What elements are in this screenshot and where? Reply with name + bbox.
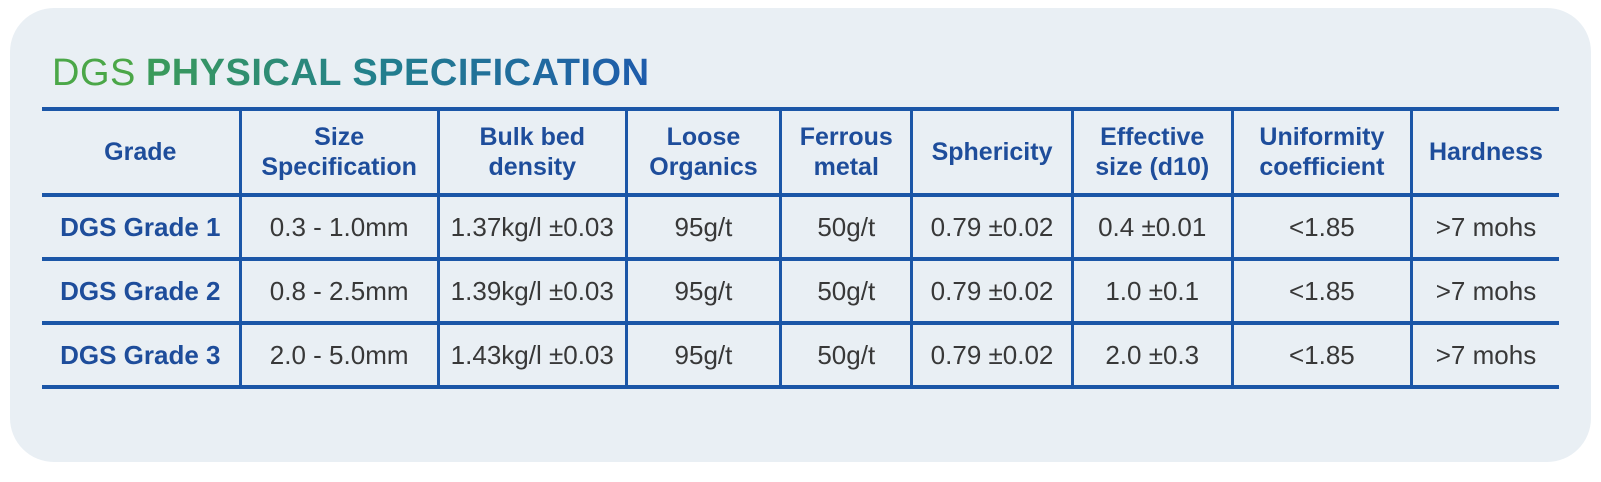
- column-header-grade: Grade: [42, 107, 242, 197]
- table-cell: <1.85: [1230, 257, 1413, 325]
- column-header-effective-size: Effective size (d10): [1070, 107, 1234, 197]
- column-header-bulk-bed-density: Bulk bed density: [436, 107, 628, 197]
- row-label: DGS Grade 1: [42, 193, 242, 261]
- table-cell: 0.79 ±0.02: [910, 193, 1074, 261]
- column-header-hardness: Hardness: [1409, 107, 1559, 197]
- column-header-loose-organics: Loose Organics: [624, 107, 783, 197]
- table-cell: >7 mohs: [1409, 321, 1559, 389]
- table-cell: 0.79 ±0.02: [910, 321, 1074, 389]
- table-cell: >7 mohs: [1409, 257, 1559, 325]
- table-cell: 1.0 ±0.1: [1070, 257, 1234, 325]
- table-cell: 2.0 - 5.0mm: [238, 321, 440, 389]
- header-row: Grade Size Specification Bulk bed densit…: [42, 107, 1559, 197]
- table-cell: 95g/t: [624, 257, 783, 325]
- column-header-uniformity-coefficient: Uniformity coefficient: [1230, 107, 1413, 197]
- table-cell: 0.4 ±0.01: [1070, 193, 1234, 261]
- table-row-grade-3: DGS Grade 3 2.0 - 5.0mm 1.43kg/l ±0.03 9…: [42, 321, 1559, 389]
- table-cell: 50g/t: [779, 193, 914, 261]
- table-cell: 0.79 ±0.02: [910, 257, 1074, 325]
- table-cell: 95g/t: [624, 193, 783, 261]
- title-prefix: DGS: [52, 52, 136, 94]
- spec-card: DGS PHYSICAL SPECIFICATION Grade Size Spe…: [10, 8, 1591, 462]
- table-cell: <1.85: [1230, 321, 1413, 389]
- table-cell: <1.85: [1230, 193, 1413, 261]
- table-row-grade-1: DGS Grade 1 0.3 - 1.0mm 1.37kg/l ±0.03 9…: [42, 193, 1559, 261]
- physical-specification-table: Grade Size Specification Bulk bed densit…: [42, 107, 1559, 389]
- table-cell: 1.43kg/l ±0.03: [436, 321, 628, 389]
- table-cell: 95g/t: [624, 321, 783, 389]
- table-cell: 0.3 - 1.0mm: [238, 193, 440, 261]
- column-header-sphericity: Sphericity: [910, 107, 1074, 197]
- column-header-ferrous-metal: Ferrous metal: [779, 107, 914, 197]
- row-label: DGS Grade 2: [42, 257, 242, 325]
- table-cell: 0.8 - 2.5mm: [238, 257, 440, 325]
- row-label: DGS Grade 3: [42, 321, 242, 389]
- table-cell: 50g/t: [779, 257, 914, 325]
- table-cell: >7 mohs: [1409, 193, 1559, 261]
- column-header-size-specification: Size Specification: [238, 107, 440, 197]
- table-cell: 50g/t: [779, 321, 914, 389]
- table-row-grade-2: DGS Grade 2 0.8 - 2.5mm 1.39kg/l ±0.03 9…: [42, 257, 1559, 325]
- page-title: DGS PHYSICAL SPECIFICATION: [52, 54, 1559, 92]
- table-cell: 1.37kg/l ±0.03: [436, 193, 628, 261]
- table-cell: 2.0 ±0.3: [1070, 321, 1234, 389]
- title-main: PHYSICAL SPECIFICATION: [145, 52, 650, 94]
- table-cell: 1.39kg/l ±0.03: [436, 257, 628, 325]
